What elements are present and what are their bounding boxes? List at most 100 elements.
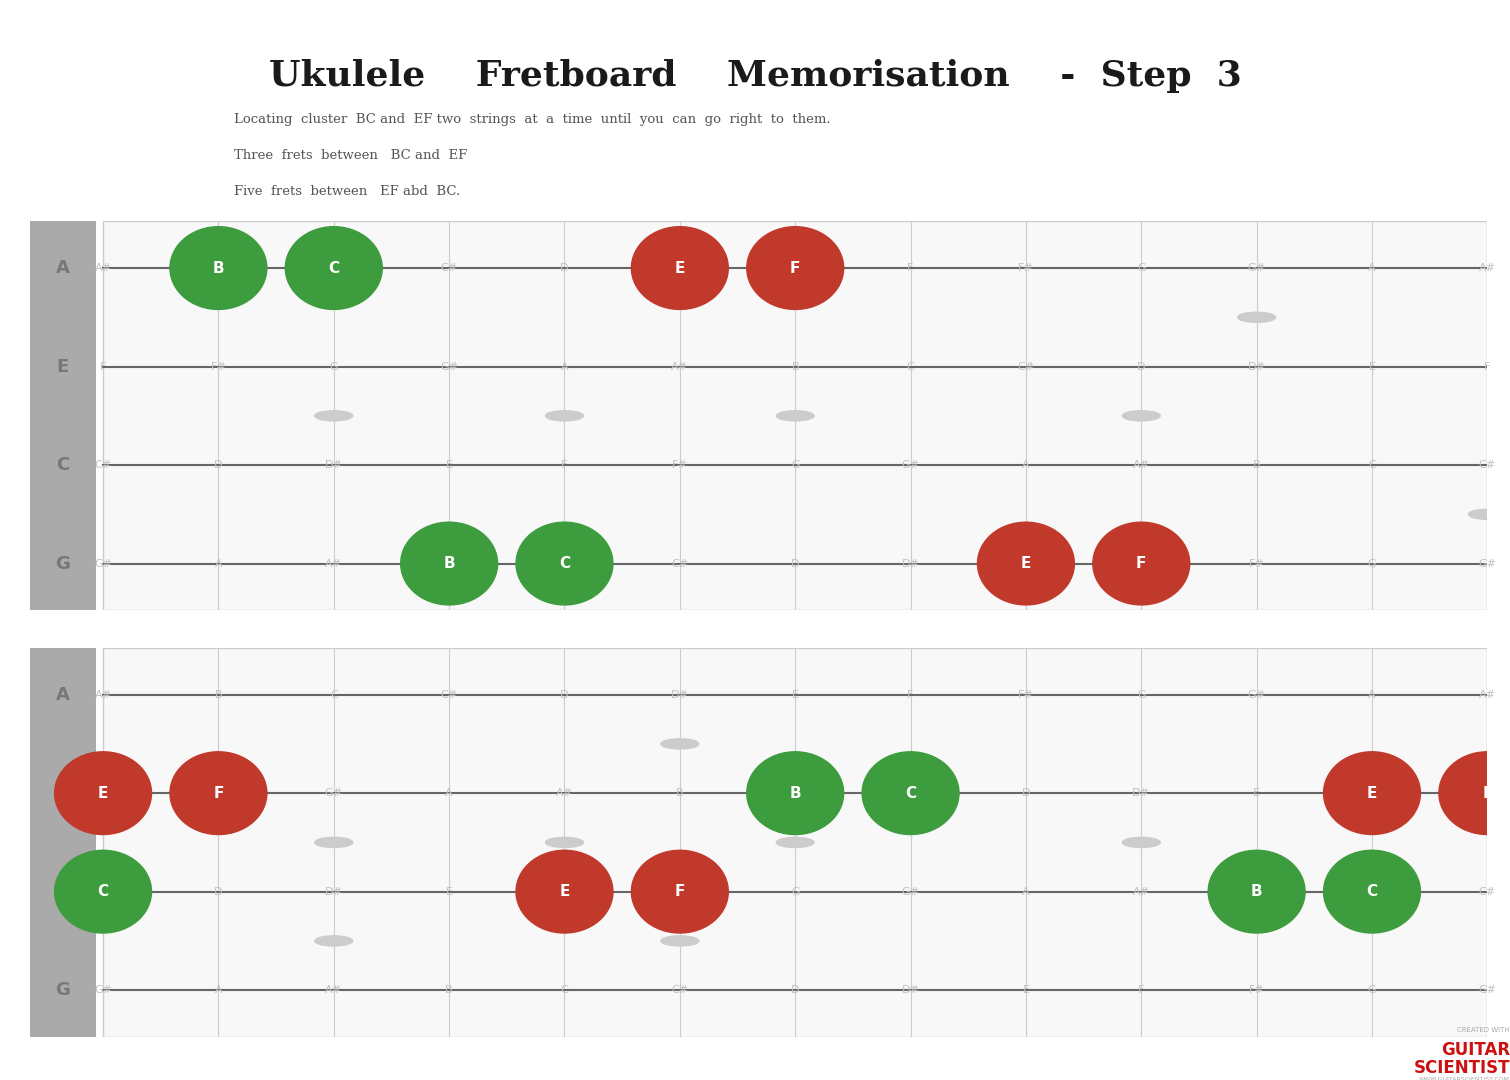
Text: A: A	[214, 985, 222, 995]
Text: G#: G#	[1478, 985, 1496, 995]
Text: E: E	[98, 785, 109, 800]
Text: C#: C#	[1478, 887, 1496, 896]
Circle shape	[661, 936, 699, 946]
Text: C: C	[329, 690, 338, 700]
Text: B: B	[444, 556, 455, 571]
Text: C#: C#	[1018, 362, 1034, 372]
Text: A#: A#	[1478, 690, 1496, 700]
Text: B: B	[791, 362, 799, 372]
Text: F#: F#	[1249, 558, 1264, 568]
Ellipse shape	[171, 752, 267, 835]
Circle shape	[314, 410, 353, 421]
Text: C#: C#	[441, 264, 458, 273]
Ellipse shape	[285, 227, 382, 310]
Circle shape	[545, 410, 583, 421]
Text: G#: G#	[901, 887, 920, 896]
Text: F#: F#	[672, 460, 687, 470]
Circle shape	[545, 837, 583, 848]
Ellipse shape	[1324, 752, 1421, 835]
Text: F: F	[213, 785, 223, 800]
Text: C#: C#	[672, 985, 689, 995]
Text: E: E	[675, 260, 686, 275]
Text: B: B	[213, 260, 223, 275]
Text: Three  frets  between   BC and  EF: Three frets between BC and EF	[234, 149, 467, 162]
Ellipse shape	[747, 227, 844, 310]
Text: G: G	[791, 460, 799, 470]
Text: A#: A#	[1478, 264, 1496, 273]
Ellipse shape	[400, 522, 498, 605]
Circle shape	[661, 739, 699, 748]
Text: D: D	[214, 460, 222, 470]
Text: F: F	[790, 260, 800, 275]
Text: F: F	[1483, 785, 1492, 800]
Text: A#: A#	[95, 264, 112, 273]
Text: B: B	[676, 788, 684, 798]
Text: C: C	[906, 362, 915, 372]
Text: G#: G#	[94, 985, 112, 995]
Text: F: F	[1484, 362, 1490, 372]
Text: A: A	[56, 259, 69, 278]
Circle shape	[1468, 510, 1507, 519]
Text: SCIENTIST: SCIENTIST	[1413, 1059, 1510, 1078]
Text: A#: A#	[95, 690, 112, 700]
Text: B: B	[1253, 460, 1261, 470]
Text: D#: D#	[670, 690, 689, 700]
Text: G: G	[329, 362, 338, 372]
Text: C: C	[98, 885, 109, 900]
Text: C: C	[1368, 460, 1376, 470]
Ellipse shape	[1439, 752, 1510, 835]
Circle shape	[314, 936, 353, 946]
Text: G: G	[56, 554, 71, 572]
Circle shape	[1122, 837, 1160, 848]
Text: F#: F#	[1018, 264, 1034, 273]
Ellipse shape	[516, 850, 613, 933]
Text: A#: A#	[1132, 460, 1149, 470]
Text: GUITAR: GUITAR	[1441, 1041, 1510, 1059]
Circle shape	[776, 837, 814, 848]
Ellipse shape	[977, 522, 1075, 605]
Text: B: B	[445, 985, 453, 995]
Text: D#: D#	[901, 558, 920, 568]
Ellipse shape	[516, 522, 613, 605]
Text: E: E	[1021, 556, 1031, 571]
Text: G#: G#	[1478, 558, 1496, 568]
Ellipse shape	[171, 227, 267, 310]
Text: C: C	[1367, 885, 1377, 900]
Text: A: A	[560, 362, 568, 372]
Bar	[30, 221, 95, 610]
Text: C#: C#	[441, 690, 458, 700]
Text: D: D	[214, 887, 222, 896]
Circle shape	[776, 410, 814, 421]
Text: G#: G#	[1247, 690, 1265, 700]
Text: G#: G#	[1247, 264, 1265, 273]
Text: CREATED WITH: CREATED WITH	[1457, 1027, 1510, 1034]
Text: F: F	[1139, 985, 1145, 995]
Text: A#: A#	[325, 558, 343, 568]
Text: E: E	[57, 784, 69, 802]
Ellipse shape	[631, 850, 728, 933]
Text: C: C	[56, 456, 69, 474]
Text: D#: D#	[325, 887, 343, 896]
Text: G#: G#	[439, 362, 458, 372]
Text: D: D	[791, 558, 799, 568]
Text: E: E	[57, 357, 69, 376]
Text: F#: F#	[210, 362, 226, 372]
Text: A#: A#	[1132, 887, 1149, 896]
Text: F: F	[562, 460, 568, 470]
Text: D: D	[791, 985, 799, 995]
Text: C#: C#	[95, 460, 112, 470]
Text: D#: D#	[1247, 362, 1265, 372]
Text: C: C	[56, 882, 69, 901]
Text: G#: G#	[325, 788, 343, 798]
Text: E: E	[445, 887, 453, 896]
Text: G: G	[1137, 690, 1146, 700]
Ellipse shape	[54, 850, 151, 933]
Text: D#: D#	[1132, 788, 1151, 798]
Circle shape	[314, 837, 353, 848]
Text: A: A	[56, 686, 69, 704]
Text: D: D	[560, 264, 569, 273]
Text: E: E	[1367, 785, 1377, 800]
Ellipse shape	[1324, 850, 1421, 933]
Text: C#: C#	[1478, 460, 1496, 470]
Text: D: D	[560, 690, 569, 700]
